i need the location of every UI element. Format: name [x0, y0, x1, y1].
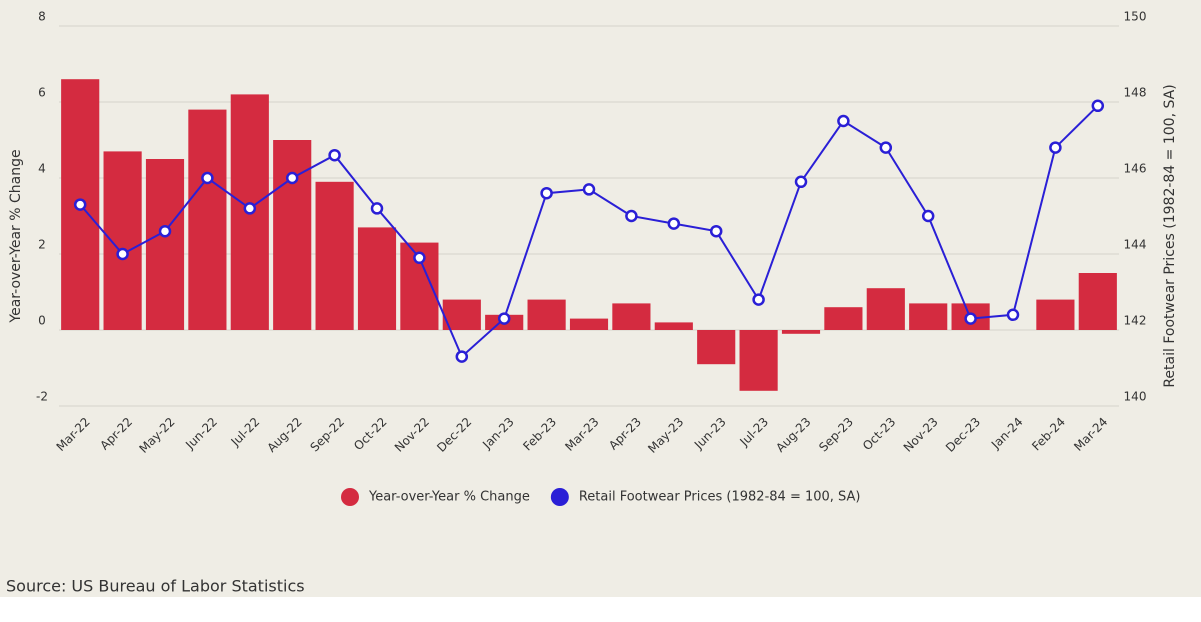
source: Source: US Bureau of Labor Statistics	[6, 577, 305, 596]
legend-swatch	[550, 488, 569, 506]
y2-tick-label: 144	[1124, 238, 1147, 252]
marker	[1091, 99, 1105, 113]
y-tick-label: 4	[38, 162, 46, 176]
marker	[158, 224, 172, 238]
y2-tick-label: 148	[1124, 86, 1147, 100]
marker	[921, 209, 935, 223]
bar	[781, 330, 821, 334]
marker	[794, 175, 808, 189]
marker	[582, 183, 596, 196]
marker	[243, 202, 257, 215]
bar	[612, 303, 651, 330]
y2-tick-label: 146	[1124, 162, 1147, 176]
legend-label: Retail Footwear Prices (1982-84 = 100, S…	[579, 490, 861, 505]
bar	[824, 307, 863, 330]
marker	[201, 171, 214, 185]
y2-axis-title: Retail Footwear Prices (1982-84 = 100, S…	[1162, 84, 1178, 387]
bar	[697, 330, 736, 365]
legend-label: Year-over-Year % Change	[368, 490, 530, 505]
marker	[540, 186, 553, 200]
bar	[527, 299, 566, 330]
legend-swatch	[341, 488, 359, 506]
bar	[188, 109, 227, 330]
marker	[625, 209, 638, 223]
marker	[73, 198, 87, 211]
marker	[116, 247, 129, 261]
marker	[709, 224, 723, 238]
y-axis-title: Year-over-Year % Change	[8, 149, 24, 323]
y2-tick-label: 150	[1124, 10, 1147, 24]
bar	[103, 151, 142, 330]
bar	[357, 227, 397, 330]
y-tick-label: 6	[38, 86, 46, 100]
bar	[1036, 299, 1075, 330]
marker	[837, 114, 850, 128]
marker	[752, 293, 765, 306]
y-tick-label: 0	[38, 314, 46, 328]
bar	[569, 318, 609, 330]
bar	[739, 330, 778, 391]
bar	[866, 288, 905, 330]
marker	[667, 217, 681, 230]
y-tick-label: 2	[38, 238, 46, 252]
marker	[1049, 141, 1062, 154]
marker	[328, 148, 341, 162]
y2-tick-label: 142	[1124, 314, 1147, 328]
y-tick-label: -2	[36, 390, 48, 404]
bar	[145, 159, 185, 330]
marker	[455, 350, 469, 363]
bar	[909, 303, 948, 330]
marker	[879, 141, 893, 154]
bar	[315, 181, 354, 330]
bar	[1078, 273, 1117, 330]
marker	[285, 171, 299, 185]
y2-tick-label: 140	[1124, 390, 1147, 404]
marker	[413, 251, 426, 265]
y-tick-label: 8	[38, 10, 46, 24]
marker	[964, 312, 977, 325]
marker	[370, 202, 384, 215]
marker	[1006, 308, 1020, 322]
marker	[497, 312, 511, 325]
bar	[654, 322, 693, 330]
bar	[273, 140, 312, 330]
